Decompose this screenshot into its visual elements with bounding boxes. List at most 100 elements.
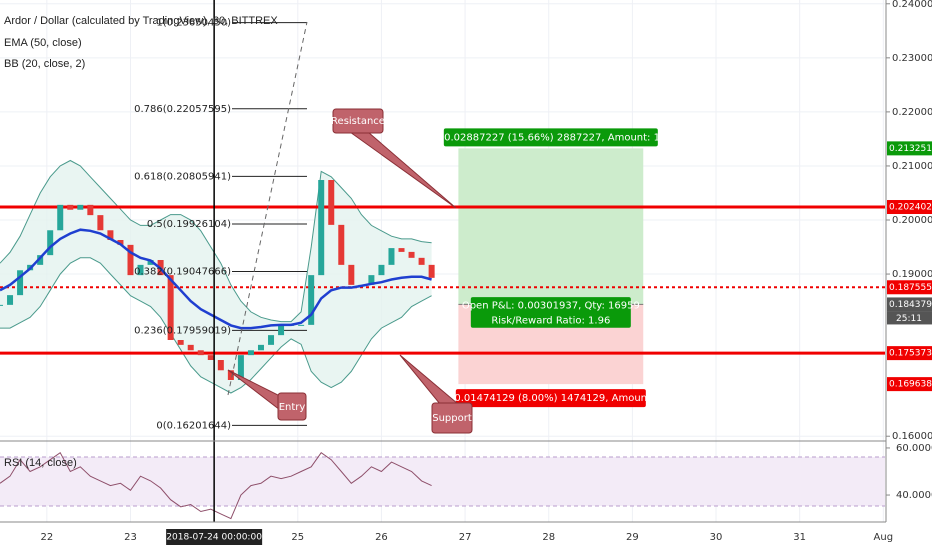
trend-line: [227, 21, 308, 396]
price-badge: [887, 280, 932, 295]
y-tick-label: 0.21000000: [892, 161, 932, 172]
rsi-legend: RSI (14, close): [4, 457, 77, 469]
crosshair-badge: [166, 529, 263, 545]
fib-label: 0.236(0.17959019): [134, 325, 231, 336]
callout-text: Entry: [279, 402, 306, 413]
candle: [77, 204, 84, 210]
candle: [268, 335, 275, 345]
candle: [398, 248, 405, 252]
candle: [338, 224, 345, 265]
rr-label: Risk/Reward Ratio: 1.96: [491, 315, 610, 326]
candle: [227, 370, 234, 380]
x-tick-label: Aug: [874, 532, 894, 543]
price-badge-label: 0.18755530: [889, 283, 932, 293]
y-tick-label: 0.23000000: [892, 53, 932, 64]
rsi-band: [0, 457, 885, 506]
pnl-label-box: [470, 297, 631, 328]
candle: [197, 350, 204, 356]
target-zone: [458, 148, 644, 305]
candle: [97, 215, 104, 231]
price-badge: [887, 141, 932, 156]
price-badge-label: 0.21325187: [889, 144, 932, 154]
candle: [0, 304, 3, 306]
entry-callout: Entry: [227, 369, 307, 421]
candle: [278, 324, 285, 336]
price-badge: [887, 297, 932, 312]
x-tick-label: 31: [793, 532, 806, 543]
fib-label: 0.5(0.19926104): [147, 219, 231, 230]
x-tick-label: 26: [375, 532, 388, 543]
fib-label: 0(0.16201644): [156, 420, 231, 431]
target-label: Target: 0.02887227 (15.66%) 2887227, Amo…: [406, 132, 695, 143]
candle: [57, 204, 64, 231]
candle: [328, 180, 335, 225]
candle: [17, 270, 24, 296]
candle: [257, 344, 264, 351]
x-tick-label: 29: [626, 532, 639, 543]
target-label-box: [443, 128, 658, 147]
candle: [187, 344, 194, 351]
candle: [87, 204, 94, 216]
support-callout: Support: [399, 354, 473, 434]
stop-label-box: [455, 389, 646, 408]
callout-box: [277, 392, 307, 421]
candle: [298, 324, 305, 326]
x-tick-label: 30: [710, 532, 723, 543]
candle: [7, 295, 14, 305]
y-tick-label: 0.19000000: [892, 269, 932, 280]
bb-legend: BB (20, close, 2): [4, 58, 85, 70]
candle: [47, 230, 54, 256]
callout-box: [431, 402, 473, 434]
countdown: 25:11: [896, 314, 922, 324]
price-badge-label: 0.20240200: [889, 203, 932, 213]
stop-label: Stop: 0.01474129 (8.00%) 1474129, Amount…: [425, 393, 676, 404]
callout-box: [332, 108, 384, 134]
price-badge-label: 0.16963831: [889, 380, 932, 390]
bb-lower: [0, 257, 432, 394]
bb-upper: [0, 159, 432, 323]
candle: [117, 240, 124, 245]
candle: [177, 340, 184, 345]
rsi-tick-label: 40.0000: [896, 490, 932, 501]
candle: [308, 275, 315, 325]
candle: [217, 360, 224, 371]
candle: [137, 264, 144, 276]
candle: [348, 264, 355, 285]
price-badge-label: 0.17537317: [889, 349, 932, 359]
candle: [147, 260, 154, 265]
price-badge: [887, 346, 932, 361]
candle: [428, 264, 435, 278]
y-tick-label: 0.16000000: [892, 431, 932, 442]
x-tick-label: 22: [40, 532, 53, 543]
candle: [107, 230, 114, 240]
x-tick-label: 28: [542, 532, 555, 543]
candle: [207, 355, 214, 360]
callout-text: Support: [432, 413, 472, 424]
y-tick-label: 0.22000000: [892, 107, 932, 118]
y-tick-label: 0.24000000: [892, 0, 932, 10]
candle: [318, 180, 325, 276]
fib-label: 0.618(0.20805941): [134, 171, 231, 182]
candle: [67, 204, 74, 210]
x-tick-label: 25: [291, 532, 304, 543]
ema-legend: EMA (50, close): [4, 37, 82, 49]
candle: [418, 257, 425, 265]
candle: [37, 255, 44, 265]
resistance-callout: Resistance: [331, 108, 457, 209]
candle: [167, 275, 174, 340]
rsi-tick-label: 60.0000: [896, 443, 932, 454]
ema-line: [0, 228, 432, 330]
x-tick-label: 27: [459, 532, 472, 543]
chart-title: Ardor / Dollar (calculated by TradingVie…: [4, 15, 278, 27]
fib-label: 0.382(0.19047666): [134, 266, 231, 277]
price-badge-label: 0.18437960: [889, 300, 932, 310]
candle: [127, 244, 134, 276]
price-badge: [887, 200, 932, 215]
candle: [378, 264, 385, 276]
rsi-line: [0, 451, 432, 520]
candle: [388, 248, 395, 265]
crosshair-label: 2018-07-24 00:00:00: [166, 533, 262, 543]
x-tick-label: 23: [124, 532, 137, 543]
y-tick-label: 0.20000000: [892, 215, 932, 226]
